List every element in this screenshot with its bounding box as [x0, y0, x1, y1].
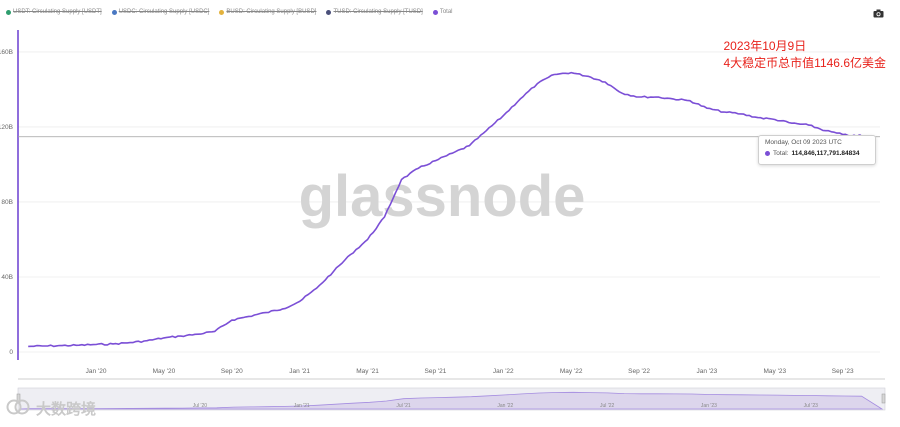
tooltip: Monday, Oct 09 2023 UTC Total: 114,846,1… [758, 135, 876, 165]
legend-item-2[interactable]: BUSD: Circulating Supply [BUSD] [219, 9, 316, 15]
x-tick-label: Sep '21 [425, 368, 447, 375]
legend-label: Total [439, 9, 453, 15]
navigator-tick-label: Jul '20 [193, 403, 208, 409]
legend: USDT: Circulating Supply [USDT] USDC: Cir… [6, 9, 453, 15]
x-tick-label: May '21 [356, 368, 379, 375]
x-tick-label: Sep '20 [221, 368, 243, 375]
annotation-text: 4大稳定币总市值1146.6亿美金 [723, 56, 887, 70]
legend-dot-icon [6, 9, 11, 15]
y-tick-label: 0 [9, 349, 13, 356]
legend-label: BUSD: Circulating Supply [BUSD] [226, 9, 317, 15]
x-tick-label: Jan '21 [289, 368, 310, 375]
legend-label: USDT: Circulating Supply [USDT] [13, 9, 102, 15]
x-tick-label: May '20 [153, 368, 176, 375]
x-tick-label: Sep '22 [628, 368, 650, 375]
legend-label: TUSD: Circulating Supply [TUSD] [333, 9, 423, 15]
legend-dot-icon [219, 9, 225, 15]
y-tick-label: 80B [1, 199, 13, 206]
tooltip-value: 114,846,117,791.84834 [791, 150, 860, 157]
navigator-tick-label: Jan '23 [701, 403, 717, 409]
glassnode-watermark: glassnode [299, 164, 586, 229]
navigator-tick-label: Jan '21 [294, 403, 310, 409]
x-tick-label: May '23 [764, 368, 787, 375]
x-tick-label: Sep '23 [832, 368, 854, 375]
tooltip-dot-icon [765, 151, 770, 156]
brand-watermark: 大数跨境 [36, 401, 97, 418]
y-tick-label: 40B [1, 274, 13, 281]
annotation: 2023年10月9日 4大稳定币总市值1146.6亿美金 [724, 38, 887, 72]
tooltip-label: Total: [773, 150, 789, 157]
x-tick-label: Jan '23 [697, 368, 718, 375]
x-tick-label: Jan '22 [493, 368, 514, 375]
navigator-tick-label: Jul '23 [804, 403, 819, 409]
navigator-series [19, 391, 884, 410]
camera-icon[interactable] [873, 9, 884, 18]
navigator-tick-label: Jan '22 [497, 403, 513, 409]
y-tick-label: 120B [0, 124, 13, 131]
legend-dot-icon [432, 9, 438, 15]
legend-item-3[interactable]: TUSD: Circulating Supply [TUSD] [326, 9, 423, 15]
navigator-tick-label: Jul '21 [396, 403, 411, 409]
x-tick-label: May '22 [560, 368, 583, 375]
navigator-tick-label: Jul '22 [600, 403, 615, 409]
annotation-date: 2023年10月9日 [723, 39, 807, 53]
series-line-total [28, 71, 860, 348]
legend-dot-icon [326, 9, 332, 15]
navigator-handle-right[interactable] [881, 393, 886, 404]
legend-item-1[interactable]: USDC: Circulating Supply [USDC] [111, 9, 210, 15]
brand-logo-icon [6, 399, 30, 415]
x-tick-label: Jan '20 [86, 368, 107, 375]
legend-item-4[interactable]: Total [432, 9, 453, 15]
legend-label: USDC: Circulating Supply [USDC] [118, 9, 210, 15]
legend-dot-icon [111, 9, 117, 15]
legend-item-0[interactable]: USDT: Circulating Supply [USDT] [6, 9, 102, 15]
tooltip-date: Monday, Oct 09 2023 UTC [765, 139, 842, 146]
y-tick-label: 160B [0, 49, 13, 56]
